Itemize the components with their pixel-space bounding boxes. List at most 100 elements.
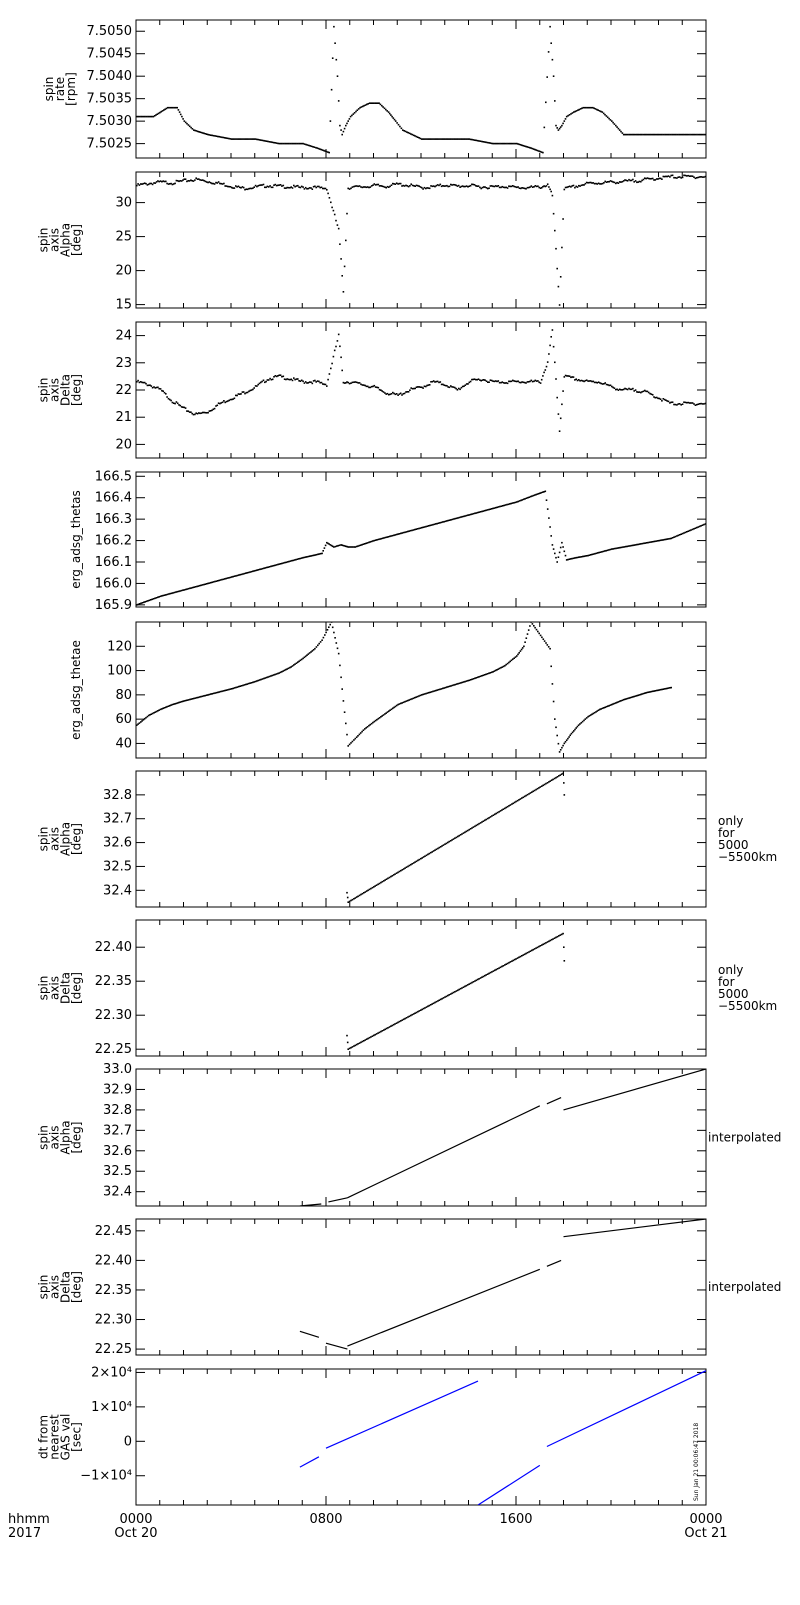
data-point	[414, 1012, 416, 1014]
data-point	[442, 687, 444, 690]
data-point	[293, 377, 295, 379]
data-point	[353, 739, 355, 741]
data-point	[670, 401, 672, 404]
data-point	[182, 406, 184, 408]
data-point	[345, 545, 347, 548]
data-point	[517, 143, 519, 145]
data-point	[491, 971, 493, 973]
data-point	[661, 400, 663, 402]
data-point	[267, 566, 269, 568]
data-point	[617, 127, 620, 130]
data-point	[246, 683, 248, 685]
data-point	[630, 696, 633, 699]
data-point	[152, 115, 155, 118]
data-point	[392, 182, 394, 185]
data-point	[382, 185, 385, 188]
data-point	[608, 117, 610, 120]
data-point	[530, 622, 532, 623]
data-point	[629, 388, 632, 391]
data-point	[387, 1027, 389, 1029]
data-point	[178, 701, 180, 704]
data-point	[587, 182, 589, 184]
data-point	[267, 140, 269, 143]
data-point	[221, 183, 224, 185]
data-point	[409, 389, 411, 391]
data-point	[519, 650, 522, 652]
data-point	[239, 138, 241, 140]
data-point	[597, 182, 600, 185]
data-point	[553, 937, 556, 939]
data-point	[606, 549, 609, 552]
data-point	[303, 556, 306, 559]
data-point	[509, 503, 511, 505]
data-point	[492, 970, 495, 972]
data-point	[333, 349, 336, 352]
data-point	[348, 546, 351, 548]
data-point	[391, 534, 394, 537]
data-point	[164, 108, 166, 111]
data-point	[488, 508, 490, 511]
data-point	[348, 1047, 351, 1050]
data-point	[326, 629, 329, 631]
data-point	[665, 175, 667, 178]
data-point	[272, 674, 275, 676]
data-point	[697, 526, 700, 528]
data-point	[151, 115, 153, 118]
data-point	[223, 400, 225, 402]
data-point	[636, 694, 638, 697]
data-point	[634, 389, 637, 391]
data-point	[547, 646, 550, 648]
data-point	[345, 239, 347, 242]
data-point	[460, 386, 463, 389]
data-point	[454, 517, 457, 520]
data-point	[281, 670, 283, 673]
y-axis-label: GAS val	[59, 1414, 73, 1461]
data-point	[625, 698, 628, 700]
data-point	[341, 275, 343, 277]
data-point	[556, 734, 558, 737]
data-point	[518, 652, 520, 654]
y-axis-label: rate	[53, 77, 67, 101]
y-tick-label: 100	[107, 664, 132, 679]
data-point	[358, 544, 361, 547]
data-point	[532, 790, 534, 793]
data-point	[350, 187, 352, 190]
data-point	[567, 558, 569, 561]
data-point	[289, 187, 291, 189]
data-point	[275, 564, 278, 566]
data-point	[579, 108, 582, 110]
data-point	[198, 696, 201, 698]
data-point	[239, 573, 241, 576]
data-point	[169, 592, 172, 595]
data-point	[526, 951, 529, 954]
data-point	[377, 1032, 379, 1034]
data-point	[366, 186, 369, 188]
data-point	[569, 734, 571, 737]
data-point	[291, 665, 294, 667]
data-point	[425, 385, 427, 388]
data-point	[461, 385, 464, 388]
data-point	[269, 185, 271, 187]
data-point	[552, 938, 554, 940]
data-point	[347, 187, 349, 190]
data-point	[437, 138, 440, 140]
data-point	[283, 187, 286, 189]
data-point	[314, 379, 316, 382]
data-point	[194, 586, 197, 588]
data-point	[559, 934, 562, 936]
y-axis-label: axis	[48, 228, 62, 252]
data-point	[605, 383, 608, 386]
data-point	[454, 184, 456, 186]
y-tick-label: 23	[115, 356, 132, 371]
data-point	[137, 183, 139, 185]
data-point	[552, 75, 555, 77]
data-point	[578, 108, 580, 111]
data-point	[398, 393, 401, 395]
data-point	[472, 512, 475, 515]
data-point	[345, 382, 347, 384]
data-point	[509, 804, 512, 806]
y-axis-label: [deg]	[70, 1122, 84, 1154]
data-point	[250, 389, 253, 391]
data-point	[136, 604, 138, 606]
data-point	[455, 387, 457, 390]
